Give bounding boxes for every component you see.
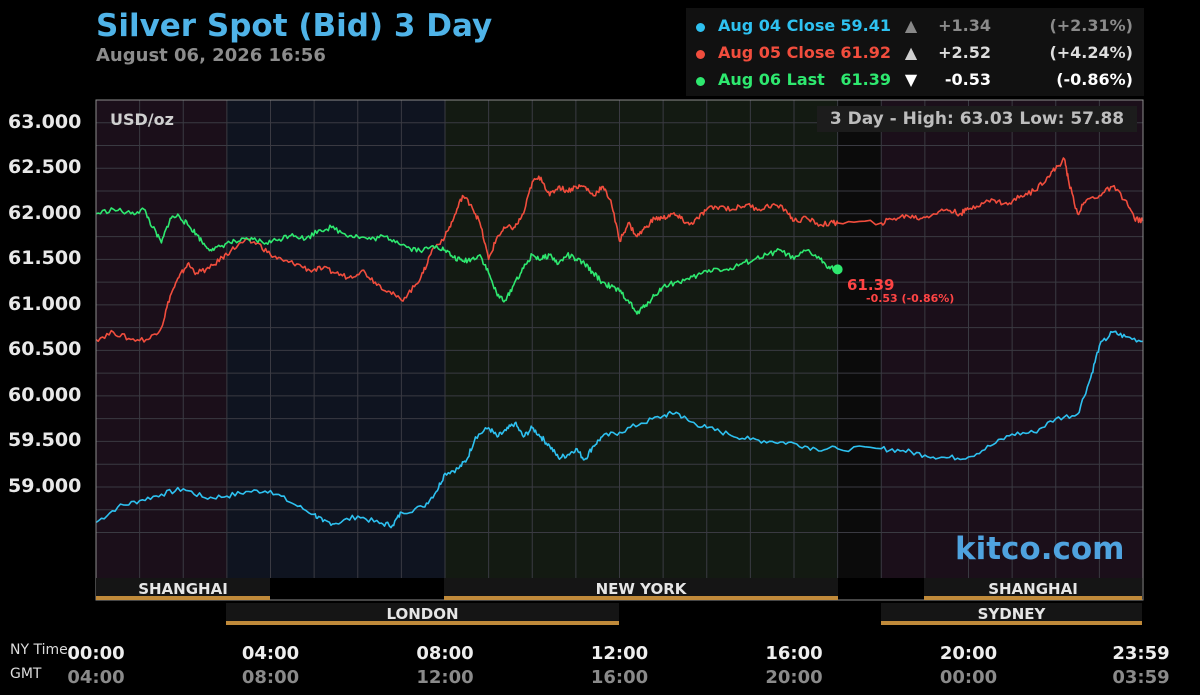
legend-value: 61.92 [840, 43, 891, 62]
legend-name: Aug 04 Close [718, 16, 836, 35]
x-tick-label-gmt: 12:00 [416, 667, 474, 688]
legend-dot-icon [696, 23, 705, 32]
session-sydney: SYDNEY [881, 603, 1142, 625]
x-tick-label-ny: 00:00 [67, 643, 125, 664]
legend-name: Aug 05 Close [718, 43, 836, 62]
x-tick-label-ny: 16:00 [765, 643, 823, 664]
x-tick-label-gmt: 03:59 [1112, 667, 1170, 688]
legend-value: 59.41 [840, 16, 891, 35]
series-line-2 [95, 157, 1144, 343]
legend-box: Aug 04 Close 59.41 ▲ +1.34 (+2.31%) Aug … [686, 8, 1144, 96]
session-new-york: NEW YORK [444, 578, 838, 600]
high-low-summary: 3 Day - High: 63.03 Low: 57.88 [817, 106, 1137, 132]
y-tick-label: 61.500 [8, 247, 82, 270]
last-price-label: 61.39 [847, 276, 895, 294]
y-tick-label: 61.000 [8, 292, 82, 315]
y-tick-label: 59.000 [8, 474, 82, 497]
x-tick-label-ny: 20:00 [939, 643, 998, 664]
session-band [837, 100, 882, 578]
chart-title: Silver Spot (Bid) 3 Day [96, 8, 493, 44]
session-london: LONDON [226, 603, 619, 625]
legend-percent: (-0.86%) [1056, 70, 1133, 89]
legend-change: +1.34 [938, 16, 991, 35]
x-tick-label-gmt: 20:00 [765, 667, 823, 688]
y-tick-label: 62.000 [8, 201, 82, 224]
session-shanghai: SHANGHAI [96, 578, 270, 600]
x-tick-label-gmt: 08:00 [241, 667, 300, 688]
legend-name: Aug 06 Last [718, 70, 825, 89]
legend-percent: (+4.24%) [1049, 43, 1133, 62]
x-tick-label-gmt: 00:00 [939, 667, 998, 688]
chart-series-lines [95, 157, 1144, 529]
session-band [96, 100, 227, 578]
plot-frame [95, 99, 1144, 601]
chart-date: August 06, 2026 16:56 [96, 45, 326, 66]
session-band [226, 100, 445, 578]
legend-percent: (+2.31%) [1049, 16, 1133, 35]
y-tick-label: 63.000 [8, 110, 82, 133]
x-tick-label-ny: 04:00 [241, 643, 300, 664]
x-tick-label-ny: 08:00 [416, 643, 474, 664]
chart-grid [95, 100, 1144, 578]
x-tick-label-gmt: 04:00 [67, 667, 125, 688]
legend-dot-icon [696, 77, 705, 86]
legend-change: +2.52 [938, 43, 991, 62]
x-tick-label-gmt: 16:00 [590, 667, 649, 688]
legend-arrow-up-icon: ▲ [904, 16, 918, 35]
kitco-watermark: kitco.com [955, 531, 1125, 567]
series-line-3 [95, 207, 838, 315]
ny-time-label: NY Time [10, 642, 68, 658]
y-tick-label: 60.000 [8, 383, 82, 406]
y-tick-label: 60.500 [8, 338, 82, 361]
legend-dot-icon [696, 50, 705, 59]
legend-arrow-down-icon: ▼ [904, 70, 918, 89]
series-line-1 [95, 330, 1144, 529]
legend-arrow-up-icon: ▲ [904, 43, 918, 62]
legend-value: 61.39 [840, 70, 891, 89]
x-tick-label-ny: 23:59 [1112, 643, 1170, 664]
y-tick-label: 62.500 [8, 156, 82, 179]
y-tick-label: 59.500 [8, 429, 82, 452]
legend-change: -0.53 [944, 70, 991, 89]
unit-label: USD/oz [110, 110, 174, 129]
last-price-marker [832, 264, 843, 275]
last-price-change-label: -0.53 (-0.86%) [866, 292, 955, 305]
session-band [445, 100, 838, 578]
legend-row-aug05: Aug 05 Close 61.92 ▲ +2.52 (+4.24%) [686, 43, 1144, 67]
x-tick-label-ny: 12:00 [590, 643, 649, 664]
gmt-label: GMT [10, 666, 42, 682]
legend-row-aug04: Aug 04 Close 59.41 ▲ +1.34 (+2.31%) [686, 16, 1144, 40]
session-shanghai-2: SHANGHAI [924, 578, 1142, 600]
legend-row-aug06: Aug 06 Last 61.39 ▼ -0.53 (-0.86%) [686, 70, 1144, 94]
